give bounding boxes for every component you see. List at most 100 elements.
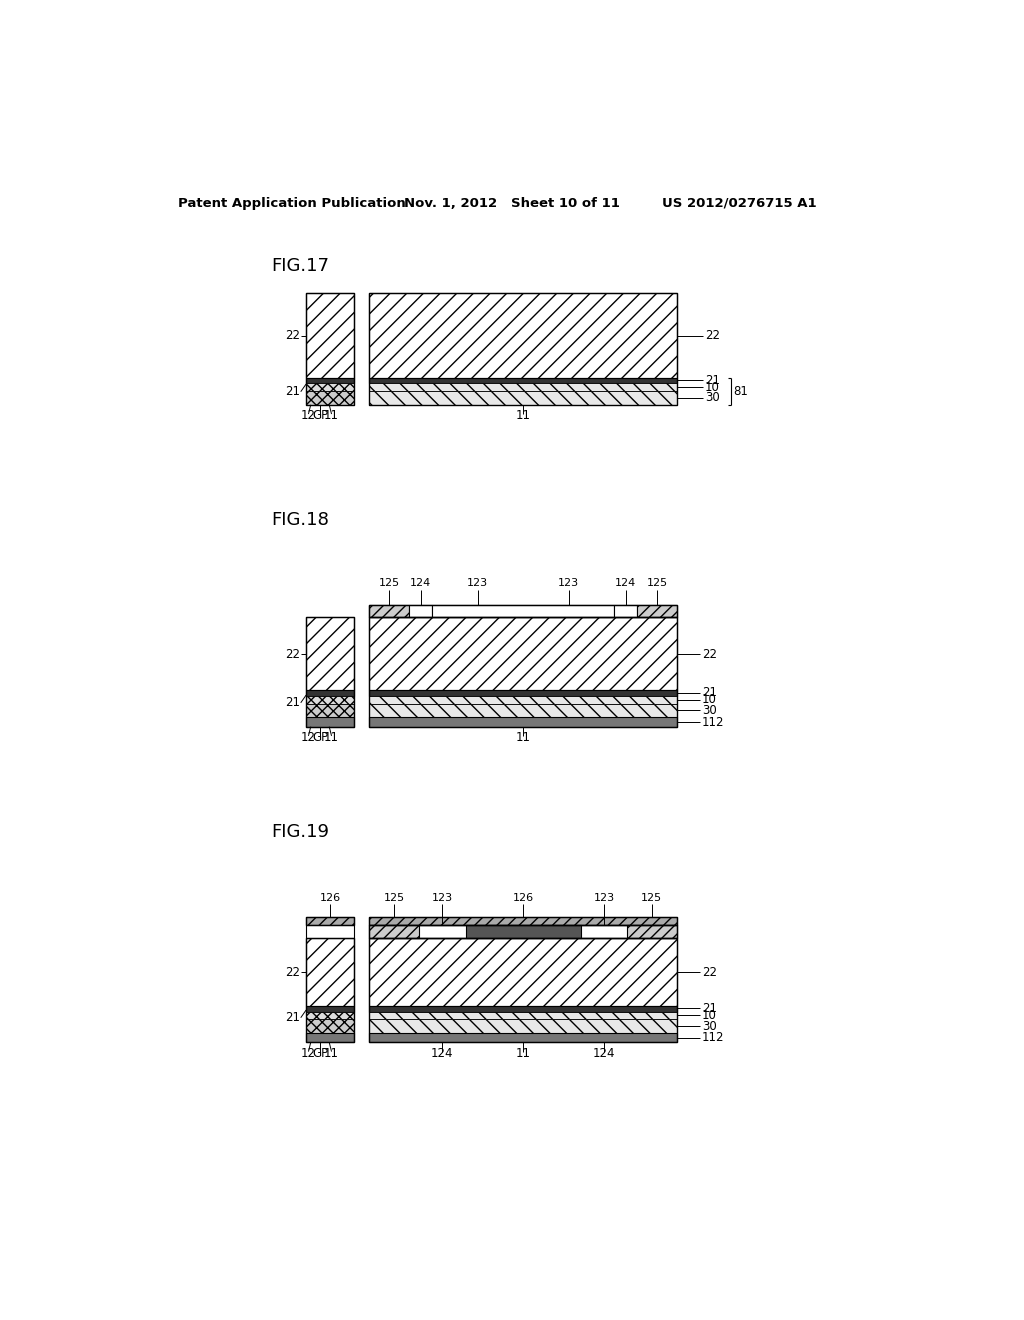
Text: Patent Application Publication: Patent Application Publication <box>178 197 407 210</box>
Bar <box>370 939 677 1006</box>
Bar <box>614 605 637 618</box>
Bar <box>370 391 677 405</box>
Text: US 2012/0276715 A1: US 2012/0276715 A1 <box>662 197 816 210</box>
Text: FIG.17: FIG.17 <box>271 257 330 275</box>
Text: FIG.18: FIG.18 <box>271 511 330 529</box>
Bar <box>637 605 677 618</box>
Bar <box>466 924 581 939</box>
Bar <box>306 378 354 383</box>
Text: 112: 112 <box>701 1031 724 1044</box>
Bar <box>370 1034 677 1043</box>
Bar <box>306 939 354 1043</box>
Bar <box>306 718 354 726</box>
Bar <box>306 939 354 1006</box>
Bar <box>370 1019 677 1034</box>
Text: 123: 123 <box>467 578 488 589</box>
Text: 123: 123 <box>594 892 614 903</box>
Text: 12: 12 <box>301 1047 316 1060</box>
Bar <box>370 696 677 704</box>
Bar <box>370 917 677 924</box>
Bar <box>306 391 354 405</box>
Text: 125: 125 <box>379 578 399 589</box>
Bar <box>306 1011 354 1019</box>
Text: 22: 22 <box>285 966 300 979</box>
Text: 125: 125 <box>641 892 663 903</box>
Text: 22: 22 <box>701 966 717 979</box>
Bar <box>306 383 354 391</box>
Bar <box>306 1019 354 1034</box>
Text: 22: 22 <box>285 648 300 661</box>
Text: 125: 125 <box>647 578 668 589</box>
Text: 123: 123 <box>558 578 580 589</box>
Bar <box>306 618 354 690</box>
Bar <box>370 1011 677 1019</box>
Text: 22: 22 <box>701 648 717 661</box>
Bar <box>370 293 677 378</box>
Bar <box>370 1006 677 1011</box>
Bar <box>306 917 354 924</box>
Bar <box>306 618 354 726</box>
Text: Nov. 1, 2012   Sheet 10 of 11: Nov. 1, 2012 Sheet 10 of 11 <box>403 197 620 210</box>
Text: 125: 125 <box>383 892 404 903</box>
Bar <box>306 704 354 718</box>
Text: 123: 123 <box>432 892 453 903</box>
Bar <box>370 605 677 618</box>
Bar <box>306 690 354 696</box>
Bar <box>306 1006 354 1011</box>
Text: GP: GP <box>312 731 328 744</box>
Text: 124: 124 <box>615 578 636 589</box>
Text: 11: 11 <box>516 1047 530 1060</box>
Text: 11: 11 <box>324 409 339 422</box>
Text: 12: 12 <box>301 731 316 744</box>
Text: 126: 126 <box>319 892 341 903</box>
Text: GP: GP <box>312 409 328 422</box>
Bar <box>370 605 410 618</box>
Text: 11: 11 <box>324 1047 339 1060</box>
Bar <box>306 293 354 405</box>
Bar <box>370 383 677 391</box>
Text: 11: 11 <box>516 731 530 744</box>
Text: 124: 124 <box>593 1047 615 1060</box>
Text: 10: 10 <box>705 380 720 393</box>
Text: 21: 21 <box>701 686 717 700</box>
Text: 21: 21 <box>285 696 300 709</box>
Bar <box>306 924 354 939</box>
Text: 30: 30 <box>701 1019 717 1032</box>
Text: 11: 11 <box>516 409 530 422</box>
Text: 10: 10 <box>701 693 717 706</box>
Bar <box>370 718 677 726</box>
Text: 30: 30 <box>705 391 720 404</box>
Text: 112: 112 <box>701 715 724 729</box>
Bar <box>370 924 677 939</box>
Text: 124: 124 <box>411 578 431 589</box>
Bar <box>628 924 677 939</box>
Bar <box>306 917 354 924</box>
Text: GP: GP <box>312 1047 328 1060</box>
Text: 12: 12 <box>301 409 316 422</box>
Bar <box>306 1034 354 1043</box>
Bar <box>370 917 677 924</box>
Text: 22: 22 <box>285 329 300 342</box>
Bar <box>306 696 354 704</box>
Text: 81: 81 <box>733 385 749 397</box>
Bar <box>370 924 677 939</box>
Bar <box>370 690 677 696</box>
Text: FIG.19: FIG.19 <box>271 824 330 841</box>
Text: 21: 21 <box>701 1002 717 1015</box>
Bar <box>370 378 677 383</box>
Text: 124: 124 <box>431 1047 454 1060</box>
Text: 10: 10 <box>701 1008 717 1022</box>
Bar <box>410 605 432 618</box>
Bar <box>370 704 677 718</box>
Bar <box>370 618 677 726</box>
Bar <box>370 924 419 939</box>
Bar <box>370 605 677 618</box>
Text: 21: 21 <box>285 1011 300 1024</box>
Bar <box>432 605 614 618</box>
Text: 126: 126 <box>513 892 534 903</box>
Bar <box>370 939 677 1043</box>
Bar <box>370 618 677 690</box>
Bar <box>370 293 677 405</box>
Text: 30: 30 <box>701 704 717 717</box>
Text: 21: 21 <box>285 385 300 399</box>
